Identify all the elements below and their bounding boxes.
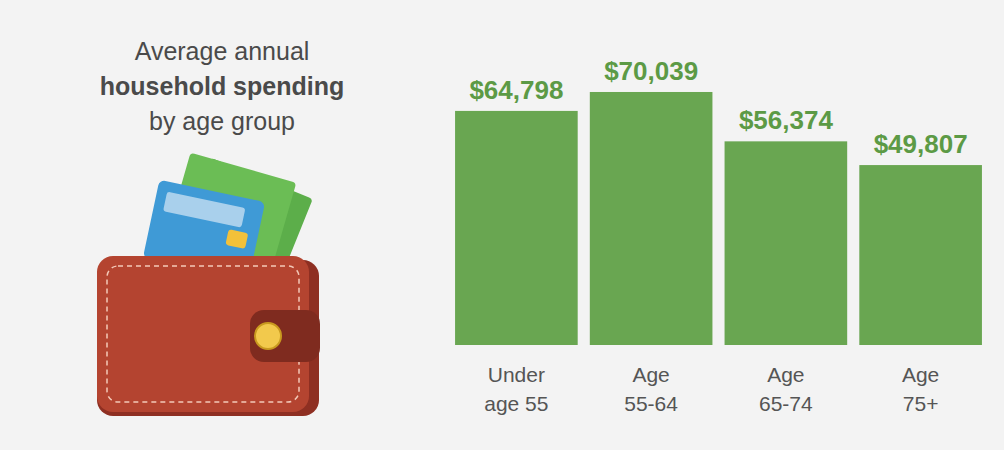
data-labels: $64,798 $70,039 $56,374 $49,807 <box>469 56 967 159</box>
bar <box>725 141 848 345</box>
wallet-icon <box>97 153 320 416</box>
x-tick-label: Underage 55 <box>484 363 548 415</box>
data-label: $70,039 <box>604 56 698 86</box>
wallet-body <box>97 256 309 412</box>
wallet-clasp <box>255 323 281 349</box>
x-tick-labels: Underage 55 Age55-64 Age65-74 Age75+ <box>484 363 939 415</box>
chart: Average annualhousehold spendingby age g… <box>0 0 1004 450</box>
bars <box>455 92 982 345</box>
wallet-strap <box>250 310 320 362</box>
page: {"chart_data": {"type": "bar", "title": … <box>0 0 1004 450</box>
bar <box>455 111 578 345</box>
x-tick-label: Age55-64 <box>624 363 678 415</box>
background <box>0 0 1004 450</box>
data-label: $64,798 <box>469 75 563 105</box>
x-tick-label: Age65-74 <box>759 363 813 415</box>
card-chip <box>225 229 248 249</box>
x-tick-label: Age75+ <box>902 363 939 415</box>
wallet-stitch <box>107 266 299 402</box>
title: Average annualhousehold spendingby age g… <box>100 37 344 135</box>
card-stripe <box>163 192 245 228</box>
bar <box>590 92 713 345</box>
bar <box>859 165 982 345</box>
data-label: $56,374 <box>739 105 834 135</box>
data-label: $49,807 <box>874 129 968 159</box>
